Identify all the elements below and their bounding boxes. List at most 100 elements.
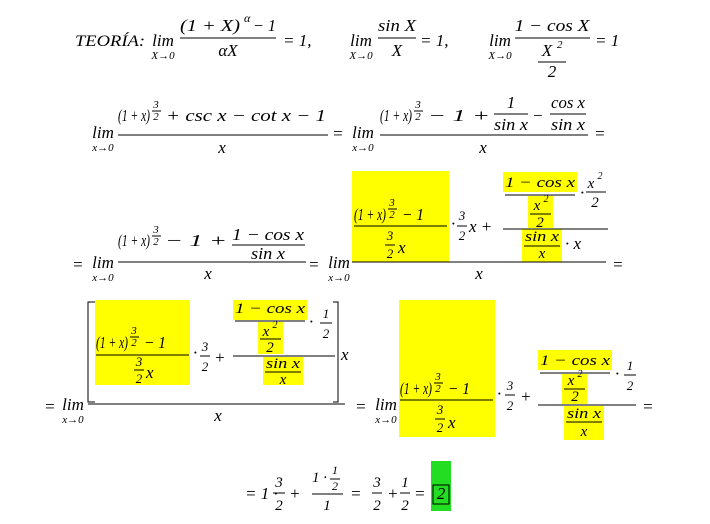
math-text: x [213,406,222,425]
math-text: 1 − cos x [232,225,305,244]
math-text: 3 [386,228,394,243]
math-text: · x [565,234,582,253]
math-text: x→0 [91,272,114,284]
math-text: x→0 [351,142,374,154]
math-text: = [355,397,366,416]
math-text: = 1, [420,31,448,50]
math-text: x→0 [61,414,84,426]
math-text: 2 [591,195,599,211]
math-text: sin x [567,406,601,422]
math-text: lim [375,395,397,414]
math-text: lim [352,123,374,142]
math-text: x [447,413,456,432]
math-text: 2 [435,383,441,395]
math-text: x + [468,217,492,236]
math-text: X [541,41,553,60]
highlight [399,300,495,437]
math-text: x [262,324,270,340]
math-text: (1 + x) [400,379,432,398]
math-text: 3 [130,325,137,337]
math-text: x [145,363,154,382]
math-text: 2 [266,340,274,356]
highlight [95,300,190,385]
math-text: sin x [266,356,300,372]
math-text: lim [489,31,511,50]
math-text: 2 [202,359,209,374]
math-text: 2 [571,389,579,405]
math-text: cos x [551,93,585,112]
math-text: 1 [401,475,409,491]
math-text: + [289,484,300,503]
math-text: 2 [437,484,446,503]
math-text: x [474,264,483,283]
math-text: 2 [557,39,563,51]
math-text: − 1 [144,333,166,352]
highlight [564,406,604,440]
math-text: = 1 · [245,484,278,503]
math-text: 3 [152,224,159,236]
math-text: x [580,424,588,440]
math-text: 3 [506,378,514,393]
math-text: = 1 [595,31,619,50]
math-text: sin x [551,115,585,134]
math-text: · [615,364,619,383]
math-text: 3 [434,371,441,383]
math-text: = [332,124,343,143]
math-text: + csc x − cot x − 1 [166,106,326,125]
math-text: 1 [332,463,338,477]
right-bracket [333,301,339,403]
math-text: α [244,11,251,25]
math-text: (1 + x) [380,106,412,125]
math-text: 2 [544,194,549,205]
math-text: sin x [525,229,559,245]
math-text: 3 [388,197,395,209]
math-text: x [587,176,595,192]
math-text: 1 [323,498,331,514]
highlight [528,196,553,228]
math-text: lim [328,253,350,272]
math-text: αX [218,41,238,60]
math-text: x [567,373,575,389]
math-text: 2 [389,209,395,221]
math-text: = [642,397,653,416]
math-text: · [580,183,584,202]
math-text: x [538,246,546,262]
math-text: 2 [578,369,583,380]
math-text: 3 [274,475,283,491]
math-text: lim [350,31,372,50]
math-text: 3 [135,354,143,369]
math-text: 1 − cos X [515,16,591,35]
highlight [263,357,303,385]
math-text: · [193,343,197,362]
math-text: X→0 [348,50,373,62]
math-text: 1 [627,358,634,373]
math-text: x [533,198,541,214]
math-text: 2 [459,228,466,243]
math-text: + [387,484,398,503]
math-text: 2 [373,498,381,514]
highlight [352,171,449,262]
math-text: 2 [332,479,338,493]
math-text: 2 [153,236,159,248]
math-text: = [44,397,55,416]
math-text: 2 [548,62,557,81]
math-text: 2 [627,378,634,393]
math-text: 3 [152,99,159,111]
math-text: 2 [598,171,603,182]
math-text: 3 [372,475,381,491]
math-text: 2 [387,246,394,261]
math-text: x [217,138,226,157]
math-text: 3 [201,339,209,354]
math-text: 1 [323,306,330,321]
math-text: − [532,106,543,125]
math-text: x [340,345,349,364]
highlight [538,350,612,370]
math-text: 3 [458,208,466,223]
highlight [233,300,307,320]
math-text: x→0 [374,414,397,426]
math-text: 2 [536,215,544,231]
math-text: 2 [415,111,421,123]
left-bracket [87,301,95,403]
